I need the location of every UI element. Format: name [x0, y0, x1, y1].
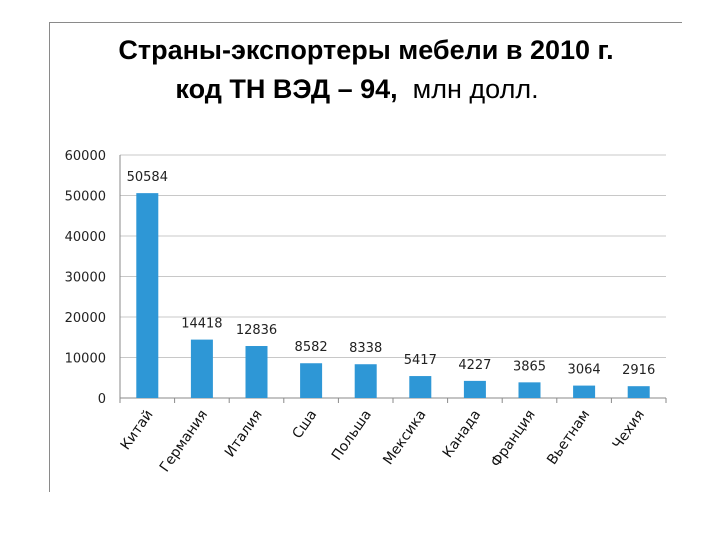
data-label: 8338: [349, 341, 382, 356]
category-label: Канада: [440, 407, 484, 461]
data-label: 8582: [295, 340, 328, 355]
data-label: 5417: [404, 353, 437, 368]
category-label: Чехия: [610, 407, 648, 452]
y-tick-label: 60000: [65, 149, 106, 164]
bar-1: [136, 193, 159, 398]
data-label: 3064: [568, 363, 601, 378]
bar-6: [409, 376, 432, 398]
data-labels: 50584 14418 12836 8582 8338 5417 4227 3865 3064 2…: [127, 170, 656, 378]
data-label: 12836: [236, 323, 277, 338]
bar-4: [300, 363, 323, 398]
title-line-2: код ТН ВЭД – 94, млн долл.: [32, 70, 682, 108]
bars: [136, 193, 650, 398]
category-labels: Китай Германия Италия Сша Польша Мексика Канад…: [118, 407, 648, 475]
y-tick-label: 0: [98, 392, 106, 407]
slide-frame-top: [50, 22, 682, 23]
bar-10: [627, 386, 650, 398]
bar-2: [190, 339, 213, 398]
data-label: 14418: [181, 317, 222, 332]
y-tick-label: 50000: [65, 190, 106, 205]
title-units: млн долл.: [412, 74, 539, 104]
category-label: Польша: [329, 407, 375, 463]
bar-5: [354, 364, 377, 398]
data-label: 2916: [622, 363, 655, 378]
data-label: 3865: [513, 359, 546, 374]
y-axis-ticks: 0 10000 20000 30000 40000 50000 60000: [65, 149, 106, 407]
y-tick-label: 40000: [65, 230, 106, 245]
category-label: Италия: [222, 407, 266, 460]
title-line-1: Страны-экспортеры мебели в 2010 г.: [118, 35, 614, 65]
y-tick-label: 10000: [65, 352, 106, 367]
y-tick-label: 30000: [65, 271, 106, 286]
category-label: Германия: [157, 407, 211, 475]
data-label: 50584: [127, 170, 168, 185]
data-label: 4227: [458, 358, 491, 373]
category-label: Вьетнам: [544, 407, 593, 468]
y-tick-label: 20000: [65, 311, 106, 326]
bar-9: [573, 385, 596, 398]
category-label: Мексика: [380, 407, 429, 468]
category-label: Сша: [289, 407, 320, 442]
category-label: Франция: [488, 407, 539, 470]
title-code: код ТН ВЭД – 94,: [175, 74, 398, 104]
slide-frame-left: [49, 22, 50, 492]
bar-7: [463, 380, 486, 398]
bar-8: [518, 382, 541, 398]
category-label: Китай: [118, 407, 157, 453]
chart-title: Страны-экспортеры мебели в 2010 г. код Т…: [50, 30, 682, 108]
bar-3: [245, 346, 268, 398]
